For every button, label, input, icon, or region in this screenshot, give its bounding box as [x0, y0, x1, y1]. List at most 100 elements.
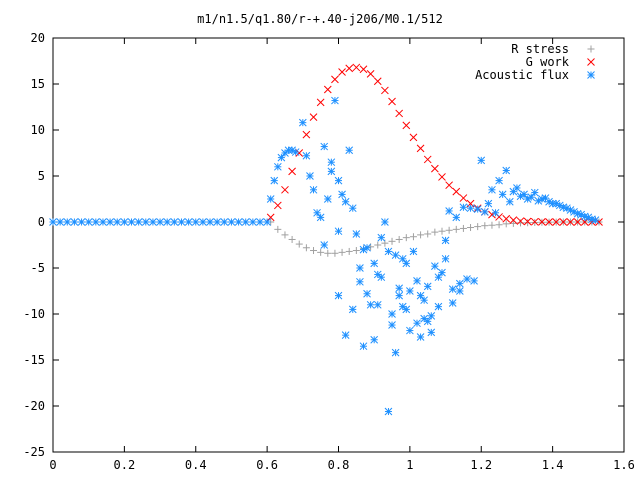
data-point [227, 218, 236, 226]
data-point [423, 155, 432, 164]
data-point [377, 273, 386, 282]
data-point [559, 218, 568, 226]
data-point [366, 300, 375, 309]
data-point [573, 218, 582, 226]
data-point [323, 195, 332, 203]
data-point [220, 218, 229, 226]
data-point [470, 277, 478, 285]
legend-marker [587, 45, 595, 53]
data-point [281, 185, 289, 194]
data-point [99, 218, 107, 226]
data-point [359, 342, 368, 351]
data-point [545, 218, 553, 226]
data-point [206, 218, 214, 226]
series-r-stress [267, 218, 603, 257]
data-point [373, 77, 382, 86]
y-tick-label: 5 [38, 169, 45, 183]
data-point [248, 218, 257, 226]
data-point [191, 218, 200, 226]
data-point [455, 279, 464, 288]
y-tick-label: -15 [23, 353, 45, 367]
data-point [316, 213, 325, 222]
data-point [313, 208, 321, 217]
data-point [213, 218, 222, 226]
data-point [91, 218, 100, 226]
data-point [530, 188, 539, 197]
data-point [270, 176, 279, 185]
data-point [513, 184, 521, 192]
x-tick-label: 1.4 [542, 458, 564, 472]
data-point [409, 247, 418, 256]
data-point [463, 275, 471, 283]
chart-title: m1/n1.5/q1.80/r-+.40-j206/M0.1/512 [197, 12, 443, 26]
data-point [502, 214, 511, 223]
data-point [495, 176, 503, 185]
data-point [402, 234, 410, 242]
data-point [273, 162, 282, 171]
data-point [284, 146, 293, 155]
data-point [345, 247, 353, 255]
data-point [366, 70, 375, 78]
data-point [316, 98, 325, 107]
data-point [502, 166, 511, 175]
series-layer [49, 63, 603, 416]
data-point [427, 311, 436, 320]
data-point [320, 142, 329, 151]
data-point [320, 241, 329, 249]
data-point [302, 130, 311, 139]
data-point [381, 86, 389, 95]
data-point [448, 299, 457, 307]
y-tick-label: 20 [31, 31, 45, 45]
data-point [348, 204, 357, 213]
x-tick-label: 0.8 [328, 458, 350, 472]
data-point [70, 218, 79, 226]
data-point [241, 218, 250, 226]
data-point [459, 194, 468, 202]
data-point [177, 218, 186, 226]
data-point [331, 96, 339, 105]
data-point [374, 241, 382, 249]
data-point [306, 172, 314, 180]
legend-marker [587, 58, 595, 66]
y-tick-label: -20 [23, 399, 45, 413]
data-point [502, 220, 510, 228]
data-point [481, 222, 489, 230]
data-point [199, 218, 207, 226]
x-tick-label: 1 [406, 458, 413, 472]
data-point [409, 233, 417, 241]
data-point [352, 63, 361, 72]
data-point [156, 218, 164, 226]
data-point [416, 144, 425, 153]
data-point [309, 113, 318, 121]
y-tick-label: 10 [31, 123, 45, 137]
data-point [363, 289, 371, 298]
data-point [84, 218, 93, 226]
data-point [477, 156, 486, 165]
data-point [438, 173, 446, 181]
data-point [452, 225, 460, 233]
data-point [266, 195, 275, 203]
legend-label: G work [526, 55, 570, 69]
data-point [431, 262, 439, 271]
data-point [466, 204, 475, 213]
data-point [106, 218, 114, 226]
data-point [359, 65, 368, 74]
data-point [324, 249, 332, 257]
data-point [409, 133, 418, 142]
data-point [480, 208, 489, 216]
data-point [49, 218, 57, 226]
x-tick-label: 0.2 [114, 458, 136, 472]
data-point [163, 218, 172, 226]
data-point [317, 248, 325, 256]
data-point [452, 187, 461, 196]
data-point [413, 319, 421, 328]
data-point [452, 213, 461, 222]
data-point [448, 285, 457, 294]
data-point [352, 230, 361, 238]
data-point [391, 348, 400, 357]
data-point [591, 216, 600, 225]
data-point [256, 218, 264, 226]
data-point [438, 268, 446, 277]
data-point [445, 207, 453, 215]
